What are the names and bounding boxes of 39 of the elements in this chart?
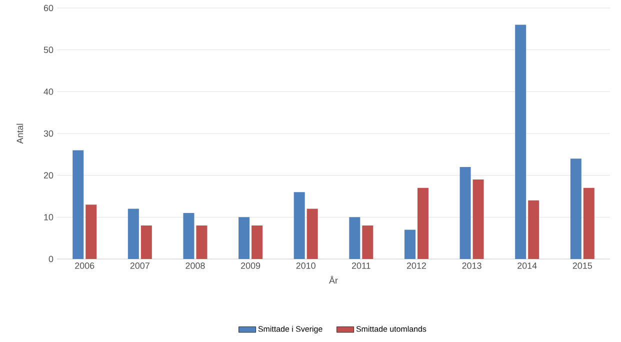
bar	[128, 208, 139, 259]
y-tick-label: 40	[44, 88, 54, 95]
bar	[515, 24, 526, 259]
bar	[183, 212, 194, 259]
bar	[528, 200, 540, 259]
y-tick-label: 20	[44, 172, 54, 179]
x-tick-label: 2006	[75, 262, 94, 269]
y-tick-label: 50	[44, 46, 54, 54]
bar	[72, 150, 84, 259]
bar	[570, 158, 582, 259]
x-tick-label: 2008	[186, 262, 205, 269]
x-tick-label: 2007	[130, 262, 150, 269]
bar	[404, 230, 416, 259]
x-tick-label: 2012	[406, 262, 426, 269]
y-tick-label: 60	[44, 4, 54, 12]
y-tick-label: 30	[44, 130, 54, 137]
bar	[306, 208, 318, 259]
y-axis-title: Antal	[16, 124, 24, 144]
x-tick-label: 2010	[296, 262, 316, 269]
bar	[417, 188, 428, 259]
y-tick-label: 0	[48, 256, 54, 262]
x-tick-label: 2013	[462, 262, 482, 269]
x-tick-label: 2014	[518, 262, 537, 269]
y-tick-label: 10	[44, 214, 54, 220]
x-axis-title: År	[329, 276, 338, 284]
bar	[472, 180, 484, 259]
x-tick-label: 2009	[241, 262, 260, 269]
bar	[196, 226, 208, 259]
bar	[86, 204, 97, 259]
bar	[460, 166, 471, 259]
bar	[294, 192, 305, 259]
bar	[583, 188, 594, 259]
bar	[362, 226, 374, 259]
bar	[252, 226, 263, 259]
bar	[140, 226, 152, 259]
x-tick-label: 2015	[572, 262, 592, 269]
x-tick-label: 2011	[352, 262, 370, 269]
bar	[238, 217, 250, 259]
bar	[349, 217, 360, 259]
